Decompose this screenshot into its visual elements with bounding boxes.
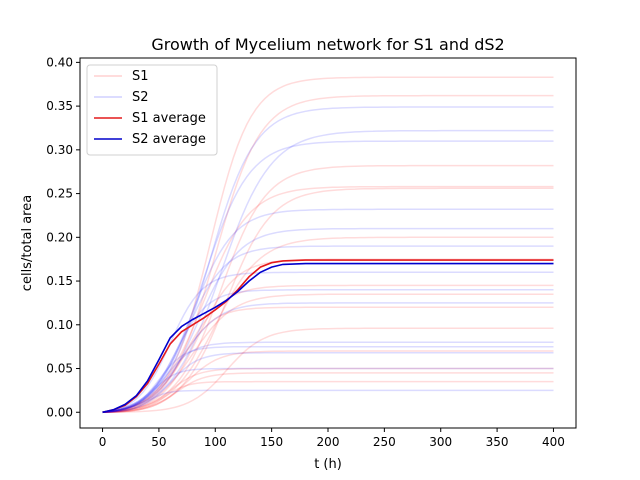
legend-label-s2-average: S2 average: [132, 132, 206, 147]
x-tick-label: 350: [486, 435, 509, 449]
s2-sample-line: [102, 389, 554, 414]
legend-label-s1-average: S1 average: [132, 111, 206, 126]
x-axis-label: t (h): [314, 457, 342, 472]
y-tick-label: 0.20: [46, 230, 73, 244]
x-tick-label: 50: [151, 435, 166, 449]
s2-sample-line: [102, 302, 554, 414]
s2-sample-line: [102, 208, 554, 414]
x-tick-label: 400: [542, 435, 565, 449]
x-tick-label: 250: [373, 435, 396, 449]
legend-frame: [86, 64, 218, 156]
x-tick-label: 100: [204, 435, 227, 449]
y-tick-label: 0.15: [46, 274, 73, 288]
chart-title: Growth of Mycelium network for S1 and dS…: [151, 35, 504, 54]
y-axis-label: cells/total area: [20, 195, 35, 291]
x-tick-label: 150: [260, 435, 283, 449]
s1-sample-line: [102, 94, 554, 414]
s2-sample-line: [102, 271, 554, 414]
s1-sample-line: [102, 372, 554, 414]
legend-label-s1: S1: [132, 69, 149, 84]
x-tick-label: 200: [317, 435, 340, 449]
s1-sample-line: [102, 367, 554, 414]
legend-label-s2: S2: [132, 90, 149, 105]
s1-sample-line: [102, 284, 554, 414]
x-axis-ticks: 0 50 100 150 200 250 300 350 400: [99, 428, 565, 449]
s2-sample-line: [102, 367, 554, 414]
s1-sample-line: [102, 185, 554, 414]
s2-sample-line: [102, 341, 554, 414]
s1-sample-line: [102, 258, 554, 414]
s2-sample-line: [102, 245, 554, 414]
s2-average-line: [102, 262, 554, 414]
x-tick-label: 300: [429, 435, 452, 449]
s2-sample-line: [102, 227, 554, 414]
x-tick-label: 0: [99, 435, 107, 449]
s1-sample-line: [102, 236, 554, 414]
s1-sample-line: [102, 327, 554, 414]
legend: S1 S2 S1 average S2 average: [86, 64, 218, 156]
y-tick-label: 0.00: [46, 405, 73, 419]
s2-sample-line: [102, 129, 554, 414]
s1-sample-line: [102, 293, 554, 414]
y-tick-label: 0.30: [46, 143, 73, 157]
y-tick-label: 0.05: [46, 362, 73, 376]
s1-sample-line: [102, 350, 554, 414]
s1-sample-line: [102, 164, 554, 414]
plot-curves: [102, 76, 554, 414]
y-tick-label: 0.35: [46, 99, 73, 113]
s2-sample-line: [102, 289, 554, 414]
s1-sample-line: [102, 76, 554, 414]
s2-sample-line: [102, 352, 554, 414]
s2-sample-line: [102, 106, 554, 414]
y-axis-ticks: 0.00 0.05 0.10 0.15 0.20 0.25 0.30 0.35 0.40: [46, 55, 80, 419]
y-tick-label: 0.40: [46, 55, 73, 69]
y-tick-label: 0.25: [46, 187, 73, 201]
s1-sample-line: [102, 306, 554, 414]
s2-sample-line: [102, 140, 554, 414]
s1-sample-line: [102, 380, 554, 414]
y-tick-label: 0.10: [46, 318, 73, 332]
s1-sample-line: [102, 187, 554, 414]
s2-sample-line: [102, 345, 554, 414]
